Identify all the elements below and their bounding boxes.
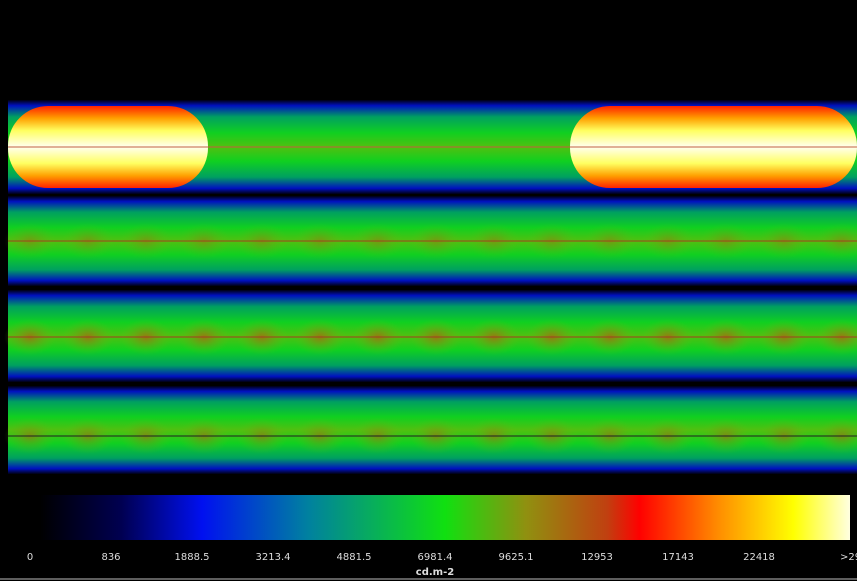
scale-tick-label: 3213.4 [256,552,291,563]
scale-tick-label: 12953 [581,552,613,563]
scale-tick-label: 22418 [743,552,775,563]
scale-tick-label: 17143 [662,552,694,563]
scale-tick-label: 1888.5 [175,552,210,563]
scale-tick-label: 9625.1 [499,552,534,563]
scale-tick-label: 0 [27,552,33,563]
page: 0 836 1888.5 3213.4 4881.5 6981.4 9625.1 12953 1… [0,0,857,581]
scale-ticks: 0 836 1888.5 3213.4 4881.5 6981.4 9625.1 12953 1… [27,552,857,563]
color-scale [40,495,850,540]
scale-tick-label: 4881.5 [337,552,372,563]
scale-tick-label: 836 [101,552,120,563]
scale-tick-label: 6981.4 [418,552,453,563]
scale-tick-label: >290 [840,552,857,563]
unit-label: cd.m-2 [416,567,454,578]
luminance-view: 0 836 1888.5 3213.4 4881.5 6981.4 9625.1 12953 1… [0,0,857,581]
